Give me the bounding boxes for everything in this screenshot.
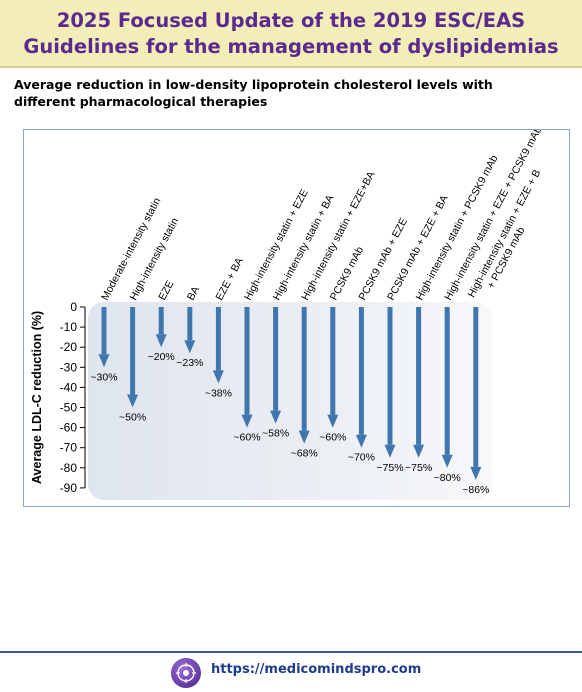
y-tick-label: -40: [60, 380, 78, 394]
data-label: ~75%: [376, 462, 403, 474]
arrow-head: [127, 394, 139, 408]
title-banner: 2025 Focused Update of the 2019 ESC/EAS …: [0, 0, 582, 68]
arrow-head: [184, 340, 196, 354]
arrow-head: [327, 414, 339, 428]
arrow-bar: [384, 307, 396, 458]
arrow-head: [98, 354, 110, 368]
arrow-shaft: [330, 307, 336, 415]
arrow-shaft: [187, 307, 193, 341]
y-tick-label: 0: [70, 300, 77, 314]
data-label: ~70%: [348, 452, 375, 464]
arrow-head: [298, 430, 310, 444]
arrow-shaft: [101, 307, 107, 355]
arrow-bar: [98, 307, 110, 368]
arrow-bar: [241, 307, 253, 428]
footer: https://medicomindspro.com: [0, 654, 582, 692]
arrow-shaft: [215, 307, 221, 371]
arrow-bar: [327, 307, 339, 428]
data-label: ~75%: [405, 462, 432, 474]
y-tick-label: -90: [60, 481, 78, 495]
data-label: ~30%: [90, 371, 117, 383]
data-label: ~58%: [262, 428, 289, 440]
brain-icon: [171, 658, 201, 688]
chart-frame: 0 -10 -20 -30 -40 -50 -60 -70 -80 -90 Average LDL-…: [23, 129, 570, 507]
arrow-shaft: [130, 307, 136, 395]
arrow-shaft: [244, 307, 250, 415]
data-label: ~50%: [119, 412, 146, 424]
arrow-shaft: [416, 307, 422, 445]
arrow-shaft: [444, 307, 450, 455]
y-tick-label: -30: [60, 360, 78, 374]
arrow-head: [212, 370, 224, 384]
arrow-head: [470, 466, 482, 480]
data-label: ~68%: [291, 448, 318, 460]
ldl-reduction-chart: 0 -10 -20 -30 -40 -50 -60 -70 -80 -90 Average LDL-…: [30, 130, 544, 500]
arrow-bar: [155, 307, 167, 348]
website-link[interactable]: https://medicomindspro.com: [211, 662, 422, 677]
data-label: ~20%: [148, 351, 175, 363]
arrow-shaft: [158, 307, 164, 335]
chart-subtitle: Average reduction in low-density lipopro…: [14, 77, 493, 109]
arrow-bar: [184, 307, 196, 354]
arrow-bar: [127, 307, 139, 408]
arrow-bar: [270, 307, 282, 424]
arrow-head: [355, 434, 367, 448]
data-label: ~60%: [319, 432, 346, 444]
y-tick-label: -50: [60, 401, 78, 415]
arrow-head: [270, 410, 282, 424]
y-tick-label: -20: [60, 340, 78, 354]
footer-divider: [0, 651, 582, 653]
arrow-shaft: [473, 307, 479, 467]
y-tick-label: -10: [60, 320, 78, 334]
arrow-bar: [441, 307, 453, 468]
arrow-head: [384, 444, 396, 458]
category-label: BA: [185, 284, 202, 302]
arrow-bar: [212, 307, 224, 384]
arrow-bar: [413, 307, 425, 458]
arrow-bar: [470, 307, 482, 480]
data-label: ~80%: [434, 472, 461, 484]
data-label: ~60%: [233, 432, 260, 444]
data-label: ~23%: [176, 357, 203, 369]
arrow-head: [241, 414, 253, 428]
arrow-head: [413, 444, 425, 458]
arrow-head: [155, 334, 167, 348]
arrow-shaft: [387, 307, 393, 445]
y-tick-label: -70: [60, 441, 78, 455]
category-label: EZE: [156, 279, 176, 303]
page-title: 2025 Focused Update of the 2019 ESC/EAS …: [23, 9, 559, 58]
arrow-shaft: [358, 307, 364, 435]
arrow-shaft: [273, 307, 279, 411]
arrow-bar: [298, 307, 310, 444]
data-label: ~38%: [205, 387, 232, 399]
y-tick-label: -80: [60, 461, 78, 475]
category-label: EZE + BA: [213, 256, 245, 303]
y-tick-label: -60: [60, 421, 78, 435]
y-axis-label: Average LDL-C reduction (%): [30, 311, 44, 484]
arrow-shaft: [301, 307, 307, 431]
arrow-head: [441, 454, 453, 468]
arrow-bar: [355, 307, 367, 448]
data-label: ~86%: [462, 484, 489, 496]
